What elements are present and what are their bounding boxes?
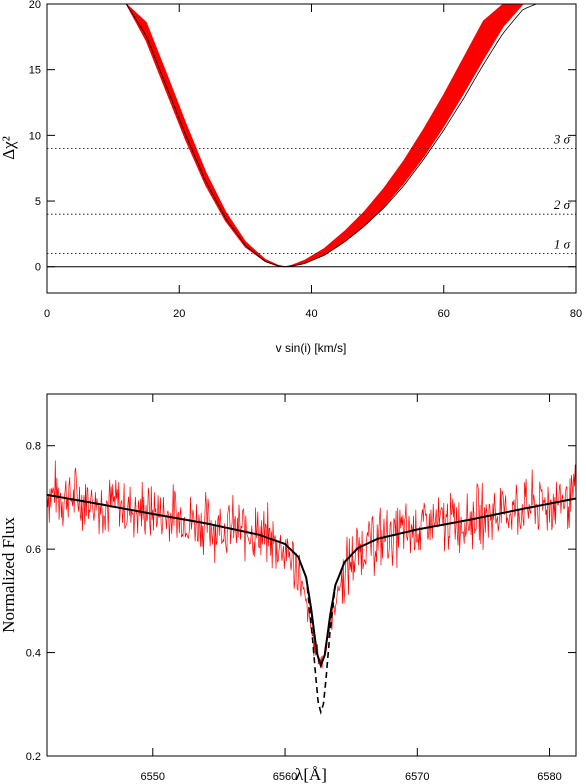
delta-chi2-x-tick-label: 20	[173, 308, 185, 320]
spectrum-y-tick-label: 0.8	[26, 441, 41, 453]
sigma-label: 1 σ	[554, 237, 571, 252]
spectrum-plot-area	[47, 460, 576, 715]
delta-chi2-axes: 0 20 40 60 80 0 5 10 15 20	[29, 0, 582, 320]
delta-chi2-x-tick-label: 40	[305, 308, 317, 320]
spectrum-axes: 6550 6560 6570 6580 0.2 0.4 0.6 0.8	[26, 394, 576, 783]
delta-chi2-x-tick-label: 0	[44, 308, 50, 320]
delta-chi2-x-axis-title: v sin(i) [km/s]	[276, 341, 347, 355]
spectrum-x-axis-title: λ[Å]	[295, 765, 327, 784]
delta-chi2-y-tick-label: 20	[29, 0, 41, 11]
spectrum-y-tick-label: 0.2	[26, 751, 41, 763]
spectrum-x-tick-label: 6570	[405, 771, 429, 783]
delta-chi2-y-tick-label: 15	[29, 65, 41, 77]
delta-chi2-x-tick-label: 60	[438, 308, 450, 320]
model-fit-line	[47, 493, 576, 669]
spectrum-y-tick-label: 0.4	[26, 648, 41, 660]
model-core-dashed-line	[305, 577, 337, 715]
delta-chi2-y-tick-label: 10	[29, 130, 41, 142]
observed-spectrum-line	[47, 460, 576, 669]
chi2-reference-curve	[125, 4, 537, 268]
delta-chi2-x-tick-label: 80	[570, 308, 582, 320]
spectrum-x-tick-label: 6580	[537, 771, 561, 783]
sigma-label: 3 σ	[553, 132, 571, 147]
delta-chi2-y-tick-label: 5	[35, 196, 41, 208]
spectrum-y-axis-title: Normalized Flux	[0, 517, 18, 633]
spectrum-panel: 6550 6560 6570 6580 0.2 0.4 0.6 0.8 λ[Å] Normal…	[0, 393, 577, 784]
delta-chi2-y-axis-title: Δχ²	[0, 136, 18, 160]
delta-chi2-y-tick-label: 0	[35, 262, 41, 274]
spectrum-y-tick-label: 0.6	[26, 544, 41, 556]
spectrum-x-tick-label: 6550	[141, 771, 165, 783]
delta-chi2-plot-area	[125, 4, 537, 268]
sigma-reference-lines: 1 σ 2 σ 3 σ	[47, 132, 576, 268]
delta-chi2-panel: 1 σ 2 σ 3 σ 0 20 40 60 80 0 5 10 15 20 v sin(i) [km…	[0, 0, 582, 355]
spectrum-x-tick-label: 6560	[273, 771, 297, 783]
spectrum-frame	[46, 393, 577, 757]
sigma-label: 2 σ	[554, 197, 571, 212]
